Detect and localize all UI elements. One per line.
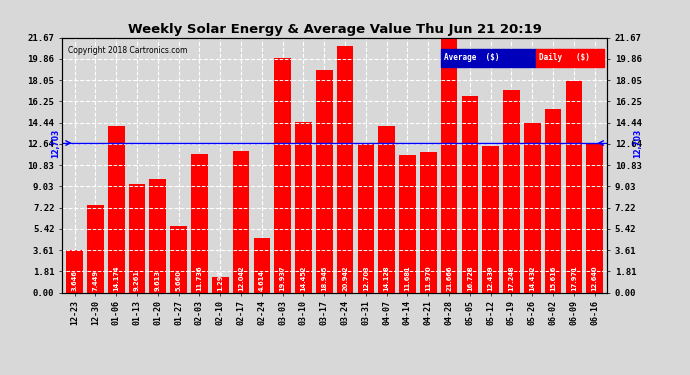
Text: 14.432: 14.432	[529, 266, 535, 291]
Text: Daily   ($): Daily ($)	[539, 53, 590, 62]
Text: 14.452: 14.452	[300, 266, 306, 291]
Bar	[150, 179, 166, 292]
Bar	[170, 226, 187, 292]
Title: Weekly Solar Energy & Average Value Thu Jun 21 20:19: Weekly Solar Energy & Average Value Thu …	[128, 23, 542, 36]
Text: 20.942: 20.942	[342, 266, 348, 291]
Bar	[503, 90, 520, 292]
Text: 14.174: 14.174	[113, 266, 119, 291]
FancyBboxPatch shape	[536, 49, 604, 67]
Text: 5.660: 5.660	[176, 270, 181, 291]
Bar	[212, 277, 228, 292]
Text: 14.128: 14.128	[384, 266, 390, 291]
Text: 19.937: 19.937	[279, 266, 286, 291]
Text: 15.616: 15.616	[550, 266, 556, 291]
Bar	[108, 126, 124, 292]
Bar	[566, 81, 582, 292]
Text: 12,703: 12,703	[633, 128, 642, 158]
Bar	[191, 154, 208, 292]
Bar	[316, 70, 333, 292]
Text: 11.736: 11.736	[197, 266, 202, 291]
Text: 11.970: 11.970	[425, 266, 431, 291]
Bar	[253, 238, 270, 292]
Text: 12.640: 12.640	[592, 266, 598, 291]
Bar	[233, 151, 249, 292]
Text: 18.945: 18.945	[322, 266, 327, 291]
Bar	[357, 143, 374, 292]
Bar	[378, 126, 395, 292]
FancyBboxPatch shape	[441, 49, 536, 67]
Bar	[482, 146, 499, 292]
Bar	[545, 109, 562, 292]
Text: 7.449: 7.449	[92, 270, 99, 291]
Text: 21.666: 21.666	[446, 266, 452, 291]
Bar	[275, 58, 291, 292]
Text: 11.681: 11.681	[404, 266, 411, 291]
Bar	[441, 38, 457, 292]
Bar	[337, 46, 353, 292]
Bar	[586, 144, 603, 292]
Text: 12.439: 12.439	[488, 266, 493, 291]
Text: 12,703: 12,703	[51, 128, 60, 158]
Text: 3.646: 3.646	[72, 270, 77, 291]
Text: 17.971: 17.971	[571, 266, 577, 291]
Text: 17.248: 17.248	[509, 266, 515, 291]
Text: 9.613: 9.613	[155, 270, 161, 291]
Bar	[420, 152, 437, 292]
Bar	[399, 155, 416, 292]
Text: 12.042: 12.042	[238, 266, 244, 291]
Text: 16.728: 16.728	[467, 266, 473, 291]
Text: Average  ($): Average ($)	[444, 53, 499, 62]
Bar	[128, 183, 146, 292]
Text: 1.293: 1.293	[217, 270, 224, 291]
Bar	[524, 123, 541, 292]
Text: 4.614: 4.614	[259, 270, 265, 291]
Text: 9.261: 9.261	[134, 270, 140, 291]
Bar	[462, 96, 478, 292]
Text: Copyright 2018 Cartronics.com: Copyright 2018 Cartronics.com	[68, 46, 187, 56]
Text: 12.703: 12.703	[363, 266, 369, 291]
Bar	[66, 250, 83, 292]
Bar	[295, 122, 312, 292]
Bar	[87, 205, 104, 292]
